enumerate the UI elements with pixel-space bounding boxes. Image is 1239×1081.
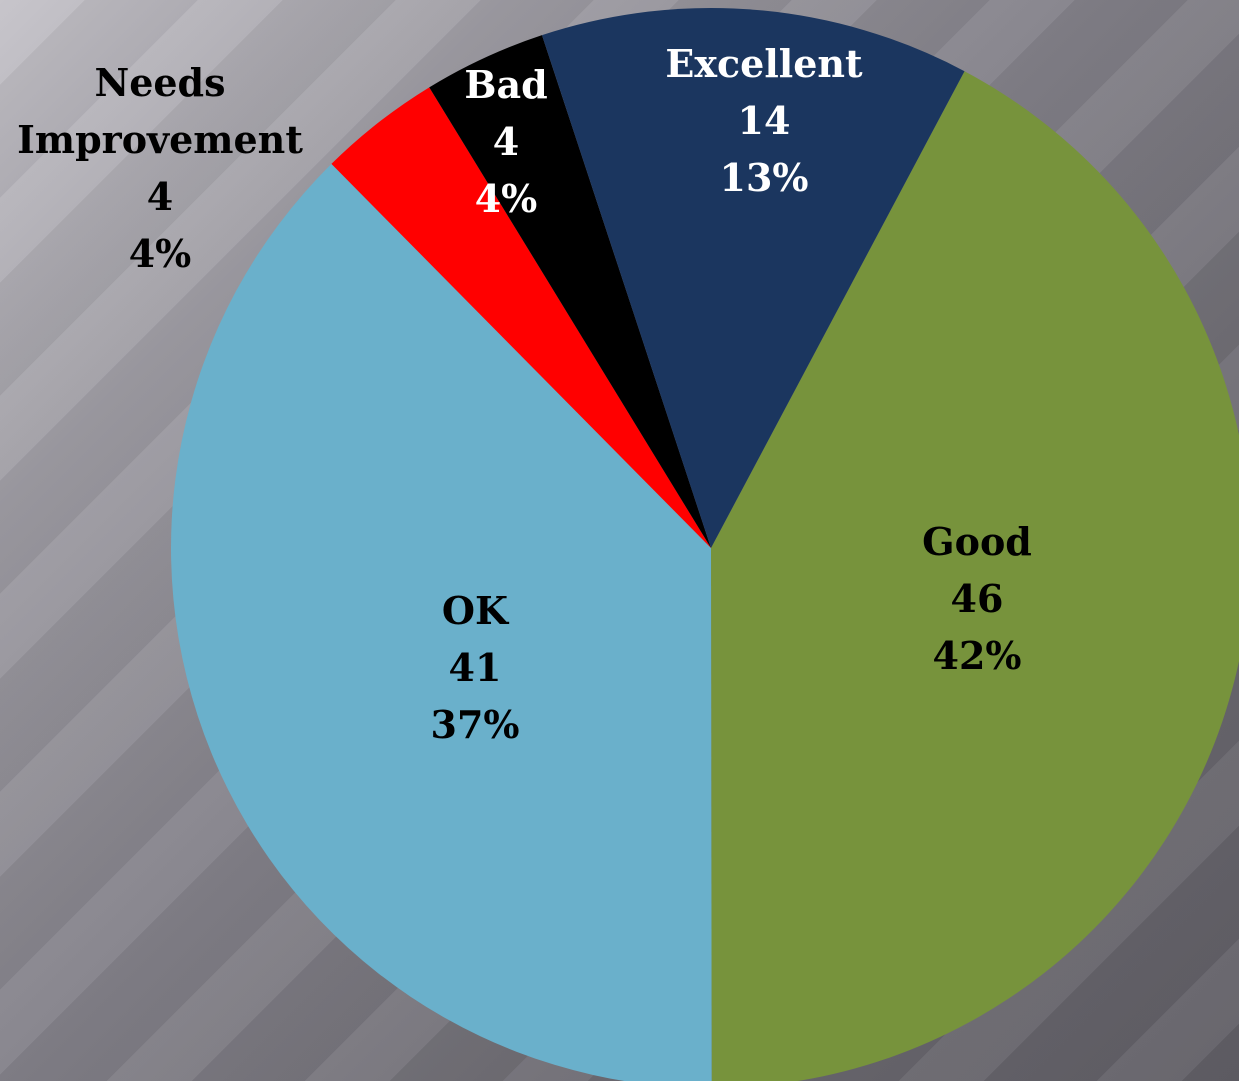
slice-label-value: 4	[493, 119, 519, 164]
slice-label-name: Bad	[464, 62, 547, 107]
slice-label-percent: 4%	[475, 176, 538, 221]
slice-label-excellent: Excellent 14 13%	[665, 41, 863, 200]
pie-slice-ok	[171, 163, 712, 1081]
slice-label-name: Improvement	[17, 117, 303, 162]
slice-label-value: 4	[147, 174, 173, 219]
slice-label-percent: 37%	[431, 702, 520, 747]
slice-label-percent: 42%	[933, 633, 1022, 678]
slice-label-name: OK	[442, 588, 510, 633]
slice-label-name: Needs	[94, 60, 225, 105]
slice-label-needs-improvement: Needs Improvement 4 4%	[17, 60, 303, 276]
slice-label-good: Good 46 42%	[922, 519, 1032, 678]
slice-label-value: 14	[738, 98, 791, 143]
pie-slice-bad	[429, 35, 711, 548]
pie-slice-good	[711, 71, 1239, 1081]
pie-slice-needs-improvement	[331, 87, 711, 548]
slice-label-value: 46	[951, 576, 1004, 621]
slice-label-percent: 4%	[129, 231, 192, 276]
pie-slices	[171, 8, 1239, 1081]
pie-slice-excellent	[541, 8, 965, 549]
slice-label-ok: OK 41 37%	[431, 588, 520, 747]
slice-label-value: 41	[449, 645, 502, 690]
slice-label-name: Excellent	[665, 41, 863, 86]
slice-label-bad: Bad 4 4%	[464, 62, 547, 221]
slice-label-name: Good	[922, 519, 1032, 564]
slice-label-percent: 13%	[720, 155, 809, 200]
pie-labels: Good 46 42% OK 41 37% Needs Improvement 4 4% Bad 4 4…	[17, 41, 1032, 747]
